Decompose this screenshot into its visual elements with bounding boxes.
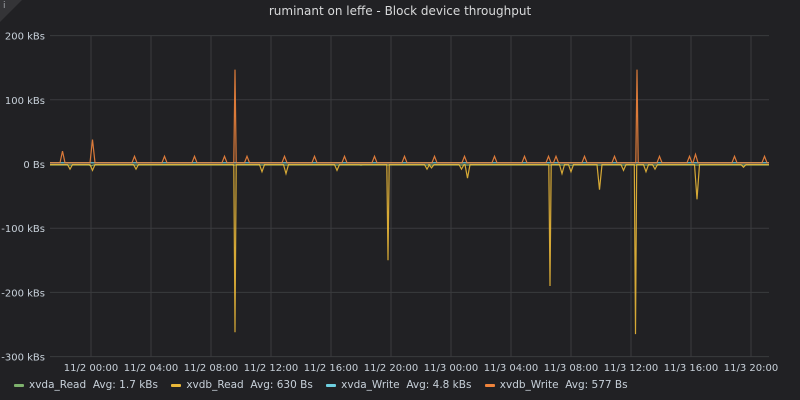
panel-info-corner[interactable] xyxy=(0,0,22,22)
legend-swatch-icon xyxy=(326,383,337,387)
x-tick-label: 11/3 20:00 xyxy=(724,363,778,374)
x-tick-label: 11/3 12:00 xyxy=(604,363,658,374)
legend-item-xvdb-read[interactable]: xvdb_Read Avg: 630 Bs xyxy=(171,379,313,391)
x-tick-label: 11/2 04:00 xyxy=(124,363,178,374)
x-tick-label: 11/3 04:00 xyxy=(484,363,538,374)
series-line-xvdb-write xyxy=(50,69,769,164)
x-tick-label: 11/2 00:00 xyxy=(64,363,118,374)
y-tick-label: 0 Bs xyxy=(23,160,45,171)
x-tick-label: 11/2 08:00 xyxy=(184,363,238,374)
chart-grid xyxy=(50,35,769,358)
x-tick-label: 11/2 16:00 xyxy=(304,363,358,374)
x-tick-label: 11/2 20:00 xyxy=(364,363,418,374)
y-tick-label: -100 kBs xyxy=(1,224,45,235)
legend: xvda_Read Avg: 1.7 kBs xvdb_Read Avg: 63… xyxy=(14,379,638,391)
y-tick-label: -200 kBs xyxy=(1,288,45,299)
x-axis: 11/2 00:00 11/2 04:00 11/2 08:00 11/2 12:00… xyxy=(64,363,778,374)
legend-swatch-icon xyxy=(14,383,24,387)
chart-plot[interactable]: 200 kBs 100 kBs 0 Bs -100 kBs -200 kBs -300 k… xyxy=(0,0,800,380)
x-tick-label: 11/3 16:00 xyxy=(664,363,718,374)
y-tick-label: 100 kBs xyxy=(5,96,45,107)
series-line-xvdb-read xyxy=(50,164,769,335)
panel-title[interactable]: ruminant on leffe - Block device through… xyxy=(268,4,532,18)
legend-swatch-icon xyxy=(171,383,182,387)
legend-item-xvdb-write[interactable]: xvdb_Write Avg: 577 Bs xyxy=(484,379,628,391)
x-tick-label: 11/3 08:00 xyxy=(544,363,598,374)
legend-item-xvda-write[interactable]: xvda_Write Avg: 4.8 kBs xyxy=(326,379,471,391)
x-tick-label: 11/3 00:00 xyxy=(424,363,478,374)
y-tick-label: 200 kBs xyxy=(5,32,45,43)
y-tick-label: -300 kBs xyxy=(1,353,45,364)
info-icon[interactable]: i xyxy=(3,1,6,11)
series-lines xyxy=(50,69,769,335)
y-axis: 200 kBs 100 kBs 0 Bs -100 kBs -200 kBs -300 k… xyxy=(1,32,45,364)
x-tick-label: 11/2 12:00 xyxy=(244,363,298,374)
legend-item-xvda-read[interactable]: xvda_Read Avg: 1.7 kBs xyxy=(14,379,158,391)
legend-swatch-icon xyxy=(484,383,495,387)
